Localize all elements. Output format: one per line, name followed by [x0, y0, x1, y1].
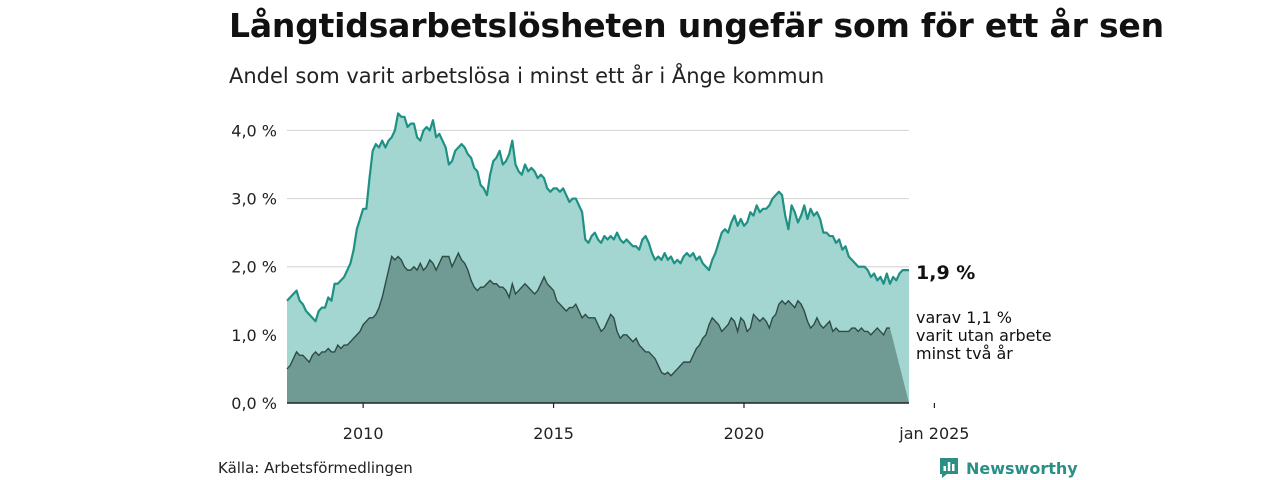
end-label-subset-line: varav 1,1 % [916, 308, 1012, 327]
x-tick-label: 2020 [724, 424, 765, 443]
end-label-subset-line: varit utan arbete [916, 326, 1052, 345]
chart-title: Långtidsarbetslösheten ungefär som för e… [229, 6, 1164, 45]
lower-line-series [286, 251, 890, 377]
x-tick-label: jan 2025 [898, 424, 969, 443]
end-label-subset-line: minst två år [916, 344, 1013, 363]
chart-subtitle: Andel som varit arbetslösa i minst ett å… [229, 64, 825, 88]
bar-chart-bubble-icon [940, 458, 958, 478]
y-tick-label: 3,0 % [231, 190, 277, 209]
brand-name: Newsworthy [966, 458, 1078, 478]
y-tick-label: 1,0 % [231, 326, 277, 345]
brand-logo[interactable]: Newsworthy [938, 456, 1078, 480]
x-tick-label: 2015 [533, 424, 574, 443]
x-tick-label: 2010 [343, 424, 384, 443]
lower-area-series [287, 253, 909, 403]
y-tick-label: 4,0 % [231, 121, 277, 140]
x-axis: 2010 2015 2020 jan 2025 [343, 403, 969, 443]
upper-line-series [286, 112, 909, 323]
y-axis: 0,0 % 1,0 % 2,0 % 3,0 % 4,0 % [231, 121, 277, 413]
y-tick-label: 0,0 % [231, 394, 277, 413]
source-note: Källa: Arbetsförmedlingen [218, 459, 413, 477]
y-tick-label: 2,0 % [231, 258, 277, 277]
end-label-total: 1,9 % [916, 262, 975, 284]
